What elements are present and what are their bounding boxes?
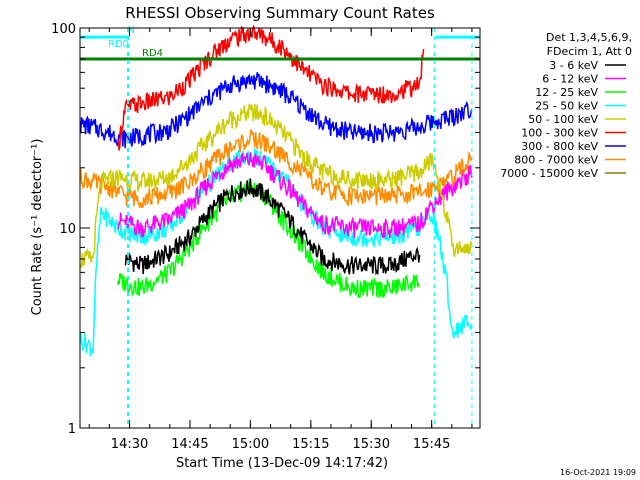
series-line-0: [124, 178, 421, 276]
x-tick-label-5: 15:45: [413, 437, 450, 452]
plot-timestamp: 16-Oct-2021 19:09: [560, 468, 636, 477]
legend-label-4: 50 - 100 keV: [528, 113, 598, 126]
annotation-label-0: RD0: [108, 39, 129, 50]
legend-label-8: 7000 - 15000 keV: [500, 167, 598, 180]
x-tick-label-1: 14:45: [171, 437, 208, 452]
legend-label-3: 25 - 50 keV: [535, 100, 598, 113]
legend-label-0: 3 - 6 keV: [549, 59, 598, 72]
y-tick-label-1: 10: [59, 222, 76, 237]
legend-label-7: 800 - 7000 keV: [514, 154, 598, 167]
x-tick-label-4: 15:30: [353, 437, 390, 452]
series-line-6: [79, 72, 473, 149]
legend-label-6: 300 - 800 keV: [521, 140, 598, 153]
axes: 14:30 14:45 15:00 15:15 15:30 15:45 1 10 100: [51, 22, 481, 452]
legend: Det 1,3,4,5,6,9, FDecim 1, Att 0 3 - 6 k…: [500, 31, 632, 180]
series-line-3: [79, 147, 473, 356]
annotation-label-2: RD4: [142, 48, 163, 59]
x-tick-label-2: 15:00: [232, 437, 269, 452]
chart-title: RHESSI Observing Summary Count Rates: [125, 4, 435, 22]
annotation-label-1: N: [128, 25, 135, 36]
legend-label-1: 6 - 12 keV: [542, 73, 598, 86]
y-tick-label-2: 100: [51, 22, 76, 37]
y-tick-label-0: 1: [68, 422, 76, 437]
x-axis-label: Start Time (13-Dec-09 14:17:42): [176, 456, 388, 471]
series-line-4: [79, 103, 473, 269]
x-tick-label-0: 14:30: [111, 437, 148, 452]
y-axis-label: Count Rate (s⁻¹ detector⁻¹): [30, 139, 45, 316]
series-line-7: [79, 129, 473, 208]
series-line-2: [116, 178, 421, 298]
series-line-5: [116, 24, 425, 151]
legend-header-2: FDecim 1, Att 0: [547, 45, 632, 58]
x-tick-label-3: 15:15: [292, 437, 329, 452]
series-line-1: [116, 152, 473, 239]
legend-header-1: Det 1,3,4,5,6,9,: [546, 31, 632, 44]
plot-area: RD0 N RD4: [79, 24, 480, 428]
legend-label-2: 12 - 25 keV: [535, 86, 598, 99]
legend-label-5: 100 - 300 keV: [521, 127, 598, 140]
